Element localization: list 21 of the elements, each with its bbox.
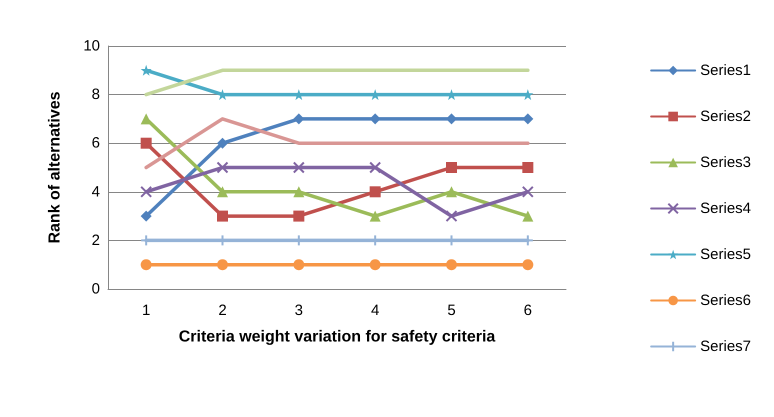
x-tick-label: 1 (142, 302, 150, 319)
legend-label: Series7 (700, 338, 751, 355)
x-axis-title: Criteria weight variation for safety criteria (178, 328, 496, 346)
legend-label: Series4 (700, 200, 751, 217)
legend-label: Series2 (700, 108, 751, 125)
y-tick-label: 8 (92, 86, 100, 104)
x-tick-label: 3 (294, 302, 304, 319)
legend-label: Series1 (700, 62, 751, 79)
y-tick-label: 4 (92, 183, 100, 200)
y-tick-label: 2 (92, 232, 100, 249)
legend-label: Series5 (700, 246, 751, 263)
x-tick-label: 2 (218, 302, 227, 319)
legend-label: Series3 (700, 154, 751, 171)
x-tick-label: 4 (370, 302, 380, 319)
y-axis-title: Rank of alternatives (46, 91, 64, 244)
y-tick-label: 10 (83, 38, 100, 54)
x-tick-label: 6 (524, 302, 532, 319)
y-tick-label: 6 (92, 134, 100, 152)
legend-label: Series6 (700, 292, 751, 309)
y-tick-label: 0 (92, 280, 100, 298)
x-tick-label: 5 (447, 302, 456, 319)
